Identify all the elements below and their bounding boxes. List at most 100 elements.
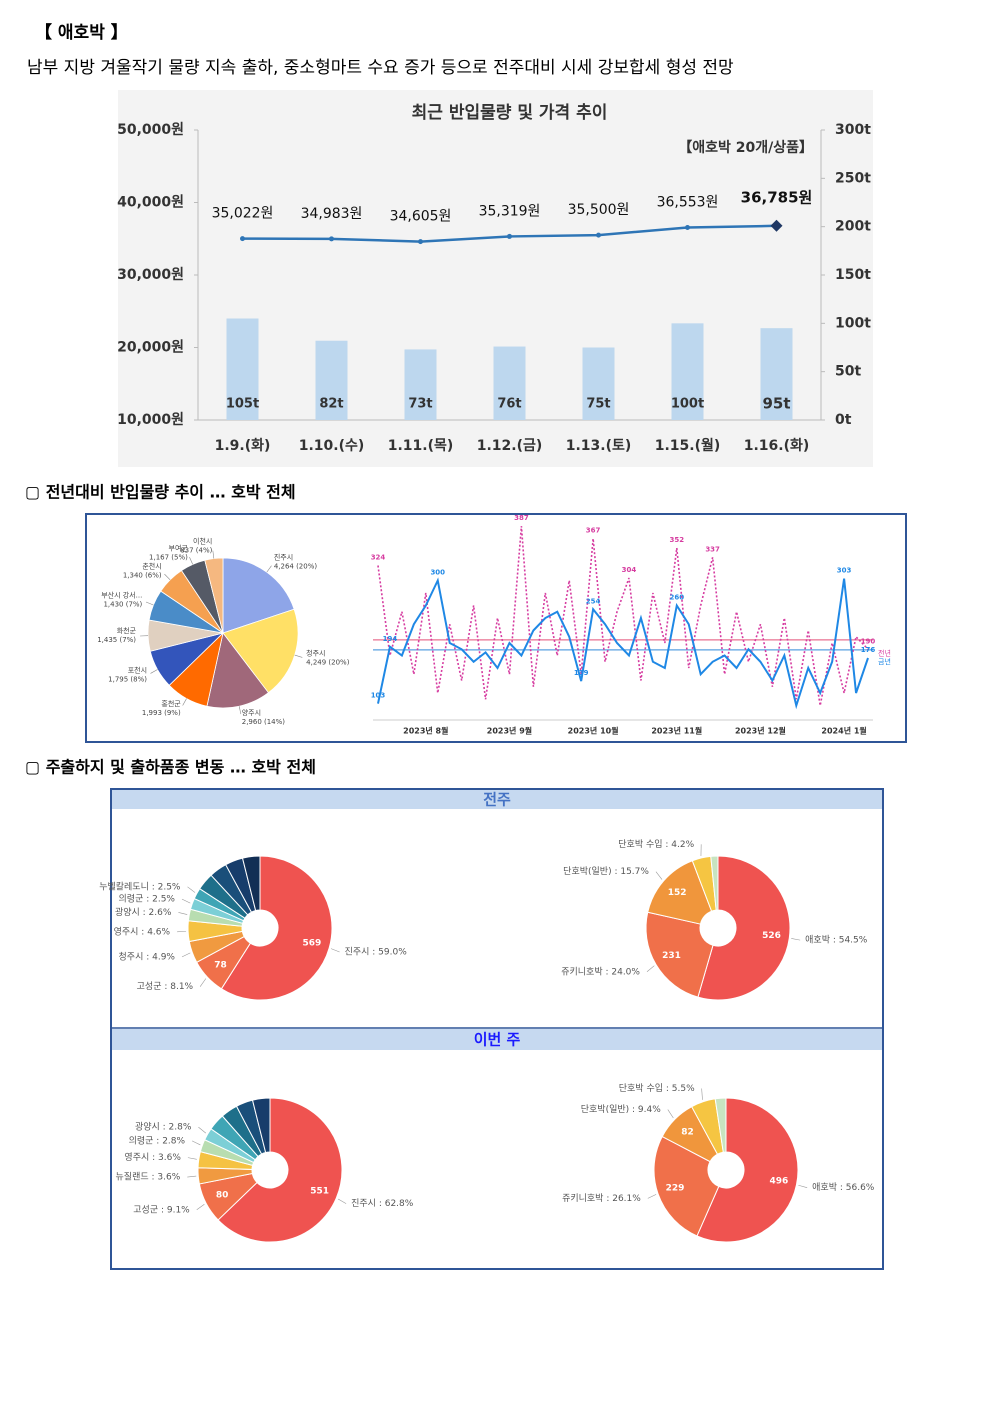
y2-tick-label: 100t <box>835 315 871 331</box>
pie-label: 청주시 <box>306 650 325 658</box>
y2-tick-label: 50t <box>835 364 861 380</box>
y-tick-label: 50,000원 <box>117 122 184 138</box>
x-tick-label: 1.9.(화) <box>215 438 271 454</box>
leader-line <box>655 871 663 880</box>
leader-line <box>164 573 171 581</box>
point-label: 139 <box>574 669 589 677</box>
leader-line <box>187 1175 197 1178</box>
point-label: 103 <box>371 692 386 700</box>
donut-slice <box>647 860 713 925</box>
leader-line <box>178 912 188 915</box>
leader-line <box>182 698 187 706</box>
chart-title: 최근 반입물량 및 가격 추이 <box>412 103 608 123</box>
pie-label: 부산시 강서... <box>101 590 142 599</box>
leader-line <box>177 930 187 933</box>
leader-line <box>238 706 242 715</box>
bar <box>582 347 615 420</box>
pie-label: 포천시 <box>128 665 147 674</box>
slice-label: 단호박 수입 : 5.5% <box>619 1082 695 1094</box>
leader-line <box>145 601 154 606</box>
point-label: 304 <box>622 566 637 574</box>
panel-title: 이번 주 <box>474 1031 521 1049</box>
leader-line <box>196 1203 205 1211</box>
series-name: 전년 <box>878 648 891 657</box>
y2-tick-label: 300t <box>835 122 871 138</box>
bar-label: 76t <box>497 397 521 412</box>
slice-label: 고성군 : 8.1% <box>137 981 194 992</box>
leader-line <box>181 952 191 958</box>
pie-label: 화천군 <box>117 626 137 635</box>
pie-label: 양주시 <box>242 709 261 717</box>
inner-label: 569 <box>302 939 321 949</box>
pie-label: 진주시 <box>274 552 293 561</box>
donut-slice <box>697 855 791 1001</box>
panel-title: 전주 <box>483 791 511 809</box>
pie-value-label: 1,167 (5%) <box>149 553 188 561</box>
inner-label: 82 <box>681 1128 694 1138</box>
pie-slice <box>204 557 224 634</box>
bar <box>404 349 437 420</box>
slice-label: 애호박 : 56.6% <box>812 1182 875 1193</box>
pie-value-label: 2,960 (14%) <box>242 718 286 726</box>
marker <box>770 219 783 232</box>
annotation: 【애호박 20개/상품】 <box>678 139 813 156</box>
leader-line <box>181 898 191 904</box>
point-label: 387 <box>514 514 529 522</box>
slice-label: 누벨칼레도니 : 2.5% <box>99 881 181 892</box>
bar <box>671 323 704 420</box>
point-label: 190 <box>861 637 876 645</box>
y-tick-label: 40,000원 <box>117 195 184 211</box>
y-tick-label: 10,000원 <box>117 412 184 428</box>
leader-line <box>337 1198 347 1204</box>
slice-label: 진주시 : 62.8% <box>351 1198 414 1209</box>
pie-label: 부여군 <box>169 543 189 552</box>
inner-label: 231 <box>662 951 681 961</box>
point-label: 260 <box>669 594 684 602</box>
slice-label: 광양시 : 2.6% <box>115 906 172 918</box>
slice-label: 고성군 : 9.1% <box>133 1204 190 1215</box>
leader-line <box>667 1109 674 1119</box>
inner-label: 80 <box>216 1190 229 1200</box>
leader-line <box>791 938 801 941</box>
x-tick-label: 1.10.(수) <box>299 438 365 454</box>
slice-label: 진주시 : 59.0% <box>345 946 408 957</box>
slice-label: 애호박 : 54.5% <box>805 935 868 946</box>
marker <box>685 224 690 230</box>
slice-label: 단호박 수입 : 4.2% <box>618 838 694 850</box>
leader-line <box>266 565 272 573</box>
leader-line <box>330 948 340 953</box>
leader-line <box>212 550 215 559</box>
y-tick-label: 30,000원 <box>117 267 184 283</box>
series-line <box>377 577 869 710</box>
leader-line <box>191 1140 201 1146</box>
bar <box>226 318 259 420</box>
point-label: 194 <box>383 635 398 643</box>
slice-label: 쥬키니호박 : 26.1% <box>562 1193 641 1204</box>
marker <box>596 232 601 238</box>
point-label: 176 <box>861 646 876 654</box>
pie-label: 홍천군 <box>161 699 181 708</box>
point-label: 300 <box>430 569 445 577</box>
leader-line <box>647 1194 657 1199</box>
panel-header <box>112 790 882 809</box>
slice-label: 단호박(일반) : 15.7% <box>563 866 649 877</box>
bar-label: 75t <box>586 397 610 412</box>
pie-value-label: 1,340 (6%) <box>123 571 162 579</box>
x-tick-label: 1.12.(금) <box>477 438 543 454</box>
pie-label: 이천시 <box>193 537 212 546</box>
point-label: 367 <box>586 527 601 535</box>
panel-header <box>112 1029 882 1050</box>
marker <box>507 233 512 239</box>
price-label: 36,785원 <box>741 188 813 206</box>
inner-label: 152 <box>668 888 687 898</box>
page-title: 【 애호박 】 <box>35 22 128 43</box>
donut-slice <box>241 855 261 912</box>
pie-value-label: 1,993 (9%) <box>142 709 181 717</box>
slice-label: 단호박(일반) : 9.4% <box>581 1104 661 1115</box>
x-tick-label: 2023년 11월 <box>651 726 702 736</box>
inner-label: 526 <box>762 931 781 941</box>
x-tick-label: 2023년 12월 <box>735 726 786 736</box>
bar-label: 100t <box>671 397 704 412</box>
slice-label: 뉴질랜드 : 3.6% <box>116 1171 181 1183</box>
